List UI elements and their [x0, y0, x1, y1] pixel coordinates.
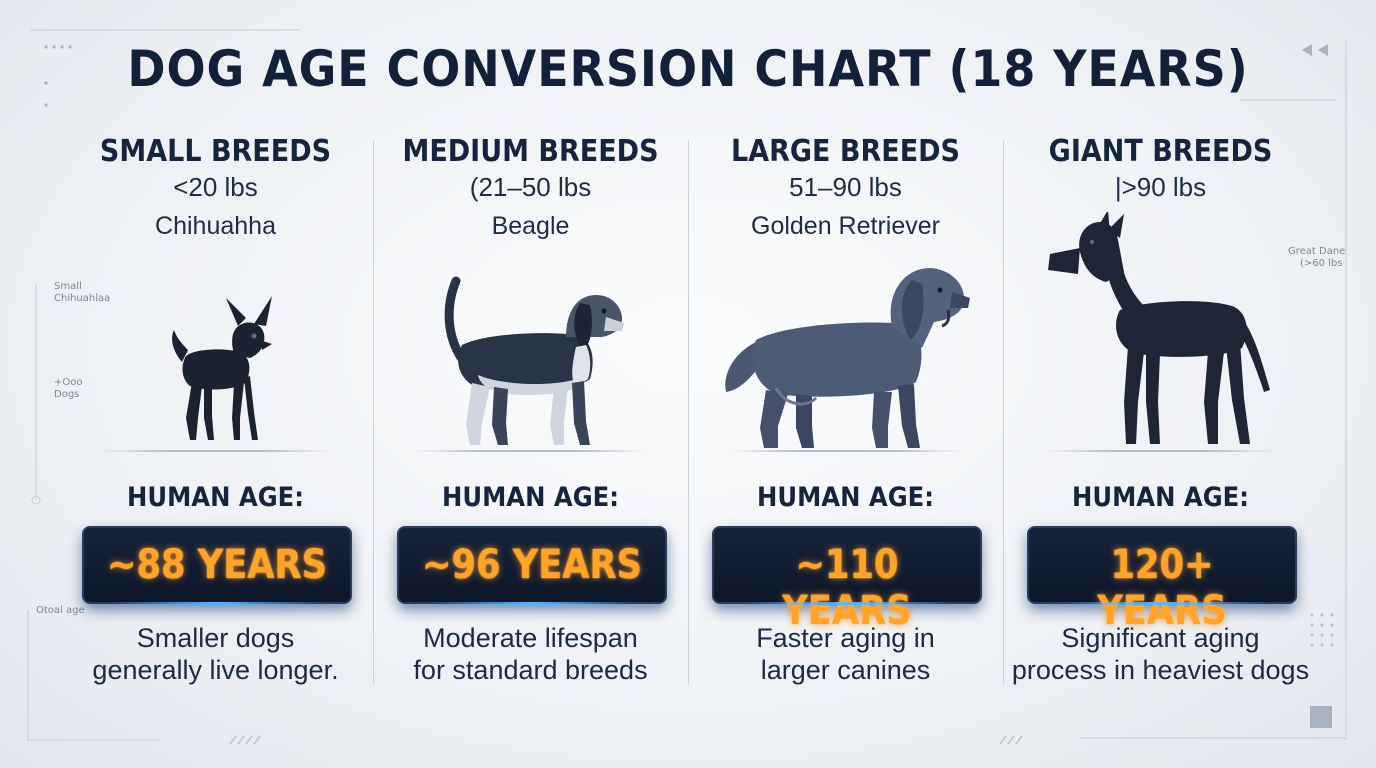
side-note-weight: (>60 lbs [1300, 258, 1343, 269]
breed-column-giant: GIANT BREEDS |>90 lbs [1003, 120, 1318, 700]
human-age-label: HUMAN AGE: [127, 482, 304, 513]
breed-weight: (21–50 lbs [469, 172, 592, 202]
breed-column-medium: MEDIUM BREEDS (21–50 lbs Beagle HUMAN AG… [373, 120, 688, 700]
breed-example: Golden Retriever [751, 212, 940, 240]
ground-line [1043, 450, 1278, 452]
column-divider [688, 140, 689, 685]
human-age-label: HUMAN AGE: [442, 482, 619, 513]
column-divider [373, 140, 374, 685]
age-value: ~88 YEARS [107, 542, 327, 588]
human-age-label: HUMAN AGE: [1072, 482, 1249, 513]
breed-column-small: SMALL BREEDS <20 lbs Chihuahha [58, 120, 373, 700]
note-line: for standard breeds [413, 655, 648, 685]
breed-weight: 51–90 lbs [789, 172, 902, 202]
breed-note: Faster aging in larger canines [688, 622, 1003, 686]
side-note-dogs: Dogs [54, 389, 80, 400]
age-display: ~110 YEARS [712, 526, 982, 634]
breed-title: LARGE BREEDS [730, 134, 961, 169]
breed-title: SMALL BREEDS [99, 134, 332, 169]
age-display: ~88 YEARS [82, 526, 352, 605]
side-note-great-dane: Great Dane [1288, 246, 1346, 257]
ground-line [728, 450, 963, 452]
human-age-label: HUMAN AGE: [757, 482, 934, 513]
note-line: Significant aging [1061, 623, 1260, 653]
side-note-total-age: Otoal age [36, 605, 85, 616]
breed-weight: <20 lbs [173, 172, 258, 202]
age-value: 120+ YEARS [1097, 542, 1227, 634]
age-value: ~110 YEARS [782, 542, 912, 634]
golden-retriever-icon [688, 262, 1003, 448]
page-title: DOG AGE CONVERSION CHART (18 YEARS) [127, 40, 1249, 98]
breed-title: GIANT BREEDS [1048, 134, 1273, 169]
ground-line [413, 450, 648, 452]
breed-note: Smaller dogs generally live longer. [58, 622, 373, 686]
breed-example: Chihuahha [155, 212, 276, 240]
breed-title: MEDIUM BREEDS [402, 134, 659, 169]
side-note-count: +Ooo [54, 377, 83, 388]
side-note-chihuahua: Chihuahlaa [54, 293, 111, 304]
breed-columns: SMALL BREEDS <20 lbs Chihuahha [58, 120, 1318, 700]
breed-note: Moderate lifespan for standard breeds [373, 622, 688, 686]
breed-example: Beagle [491, 212, 570, 240]
note-line: Smaller dogs [136, 623, 295, 653]
side-note-small: Small [54, 281, 82, 292]
note-line: Moderate lifespan [423, 623, 638, 653]
note-line: process in heaviest dogs [1011, 655, 1310, 685]
age-display: ~96 YEARS [397, 526, 667, 605]
note-line: larger canines [760, 655, 931, 685]
ground-line [98, 450, 333, 452]
column-divider [1003, 140, 1004, 685]
breed-weight: |>90 lbs [1114, 172, 1207, 202]
age-value: ~96 YEARS [422, 542, 642, 588]
beagle-icon [373, 275, 688, 445]
breed-note: Significant aging process in heaviest do… [1003, 622, 1318, 686]
great-dane-icon [1003, 212, 1318, 444]
note-line: Faster aging in [756, 623, 935, 653]
chihuahua-icon [58, 290, 373, 460]
note-line: generally live longer. [92, 655, 339, 685]
breed-column-large: LARGE BREEDS 51–90 lbs Golden Retriever … [688, 120, 1003, 700]
age-display: 120+ YEARS [1027, 526, 1297, 634]
